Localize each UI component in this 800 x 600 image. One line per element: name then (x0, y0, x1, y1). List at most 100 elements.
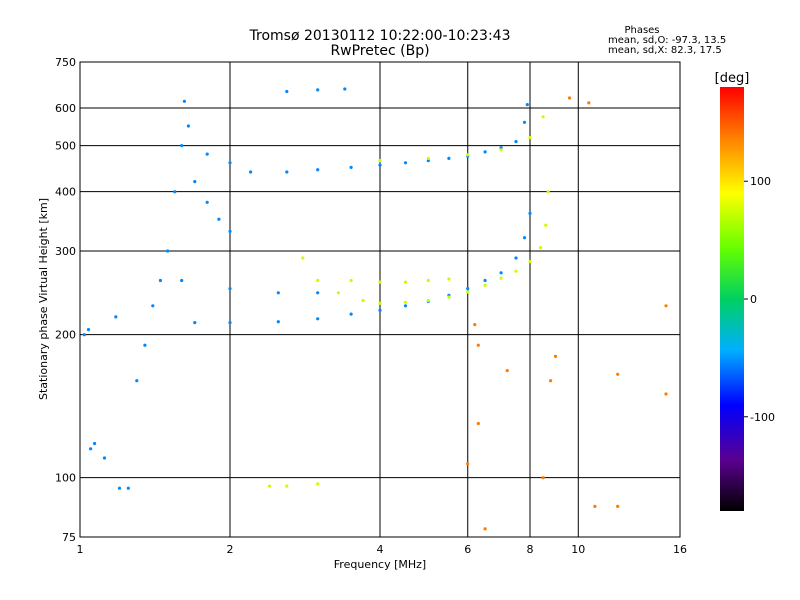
data-point (447, 156, 451, 160)
data-point (426, 159, 430, 163)
y-axis-label: Stationary phase Virtual Height [km] (37, 198, 50, 400)
data-point (403, 161, 408, 165)
data-point (126, 486, 130, 490)
data-point (316, 317, 320, 321)
data-point (180, 278, 184, 283)
data-point (343, 87, 347, 91)
data-point (182, 99, 186, 103)
y-tick-label: 400 (55, 186, 76, 199)
data-point (117, 486, 122, 490)
colorbar-tick-label: 100 (750, 175, 771, 188)
data-point (249, 170, 253, 174)
data-point (89, 447, 93, 451)
colorbar-tick-label: -100 (750, 411, 775, 424)
data-point (93, 441, 97, 446)
data-point (539, 246, 543, 250)
data-point (473, 323, 477, 327)
colorbar-tick-label: 0 (750, 293, 757, 306)
data-point (403, 304, 408, 308)
data-point (301, 256, 305, 260)
data-point (135, 379, 139, 383)
data-point (664, 304, 668, 308)
data-point (499, 148, 503, 152)
data-point (193, 321, 197, 325)
data-point (499, 271, 503, 275)
data-point (151, 304, 155, 308)
data-point (316, 278, 320, 283)
grid-lines (80, 62, 680, 537)
data-point (525, 103, 529, 107)
data-point (186, 124, 190, 128)
data-point (403, 280, 408, 284)
data-point (522, 236, 527, 240)
data-point (205, 200, 209, 204)
colorbar-gradient (720, 87, 744, 511)
data-point (546, 190, 550, 194)
data-point (316, 482, 320, 486)
data-point (361, 298, 365, 303)
data-point (505, 369, 509, 373)
phases-o-stats: mean, sd,O: -97.3, 13.5 (608, 35, 726, 46)
data-point (276, 291, 280, 295)
colorbar-unit-label: [deg] (715, 71, 750, 86)
data-point (228, 161, 232, 165)
data-point (447, 277, 451, 281)
data-point (567, 96, 572, 100)
data-point (664, 392, 668, 396)
data-point (228, 287, 232, 291)
colorbar: [deg] 100 0 -100 (715, 71, 775, 511)
y-tick-label: 100 (55, 472, 76, 485)
data-point (544, 223, 548, 227)
data-point (349, 165, 353, 169)
data-point (522, 120, 527, 124)
x-tick-label: 2 (227, 543, 234, 556)
data-point (349, 278, 353, 283)
y-tick-label: 200 (55, 329, 76, 342)
data-point (180, 144, 184, 148)
data-point (217, 217, 221, 221)
y-tick-label: 750 (55, 56, 76, 69)
y-tick-label: 600 (55, 102, 76, 115)
y-tick-label: 300 (55, 245, 76, 258)
data-point (86, 328, 91, 332)
data-point (143, 343, 147, 347)
phases-heading: Phases (624, 25, 659, 36)
x-tick-label: 4 (377, 543, 384, 556)
data-point (158, 278, 162, 283)
data-point (528, 260, 532, 264)
data-point (349, 312, 353, 316)
data-point (483, 283, 487, 287)
x-tick-label: 1 (77, 543, 84, 556)
data-point (193, 180, 197, 184)
chart-subtitle: RwPretec (Bp) (330, 43, 429, 59)
data-point (378, 301, 382, 305)
data-point (616, 372, 620, 376)
data-point (483, 150, 487, 154)
data-point (378, 159, 382, 163)
data-point (466, 462, 470, 466)
data-point (616, 504, 620, 508)
data-point (378, 308, 382, 312)
x-tick-label: 8 (527, 543, 534, 556)
data-point (316, 168, 320, 172)
y-tick-label: 75 (62, 531, 76, 544)
data-point (285, 484, 289, 488)
chart-title: Tromsø 20130112 10:22:00-10:23:43 (249, 28, 511, 44)
data-point (553, 354, 558, 358)
data-point (267, 484, 272, 488)
phases-x-stats: mean, sd,X: 82.3, 17.5 (608, 45, 722, 56)
y-tick-label: 500 (55, 140, 76, 153)
data-points (82, 87, 668, 531)
data-point (466, 287, 470, 291)
data-point (426, 298, 430, 303)
x-axis-label: Frequency [MHz] (334, 558, 426, 571)
data-point (466, 153, 470, 157)
data-point (316, 291, 320, 295)
data-point (447, 295, 451, 299)
data-point (483, 527, 487, 531)
data-point (166, 249, 170, 253)
data-point (499, 276, 503, 280)
data-point (541, 476, 545, 480)
x-tick-label: 6 (464, 543, 471, 556)
